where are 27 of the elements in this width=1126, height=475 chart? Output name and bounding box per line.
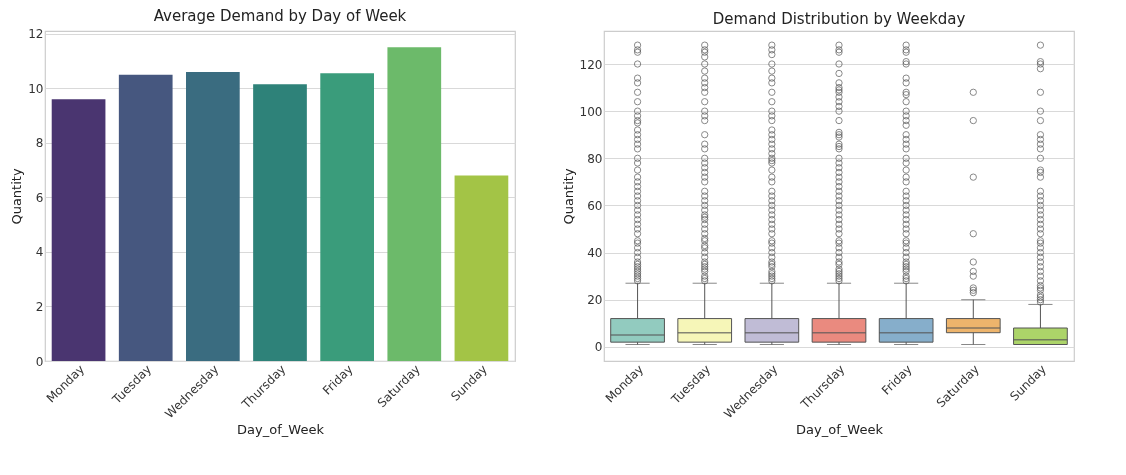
chart-title: Demand Distribution by Weekday bbox=[712, 10, 966, 28]
bar bbox=[118, 74, 173, 361]
y-tick-label: 10 bbox=[28, 81, 44, 96]
y-tick-label: 8 bbox=[35, 136, 44, 151]
bar bbox=[186, 71, 240, 361]
y-tick-label: 12 bbox=[28, 27, 44, 42]
y-tick-label: 20 bbox=[587, 293, 603, 308]
y-tick-label: 0 bbox=[35, 354, 44, 369]
chart-title: Average Demand by Day of Week bbox=[153, 6, 407, 25]
x-axis-title: Day_of_Week bbox=[796, 422, 884, 438]
y-tick-label: 4 bbox=[35, 245, 44, 260]
y-tick-label: 100 bbox=[579, 104, 603, 119]
y-tick-label: 6 bbox=[35, 190, 44, 205]
bar bbox=[320, 73, 374, 361]
y-tick-label: 2 bbox=[35, 299, 44, 314]
bar bbox=[454, 175, 509, 361]
y-tick-label: 40 bbox=[587, 246, 603, 261]
y-axis-title: Quantity bbox=[560, 168, 576, 225]
bar bbox=[387, 47, 442, 361]
y-tick-label: 80 bbox=[587, 151, 603, 166]
y-tick-label: 120 bbox=[579, 57, 603, 72]
y-tick-label: 60 bbox=[587, 198, 603, 213]
bar bbox=[51, 99, 106, 361]
y-tick-label: 0 bbox=[594, 340, 603, 355]
bar bbox=[253, 84, 307, 361]
y-axis-title: Quantity bbox=[9, 168, 25, 225]
x-axis-title: Day_of_Week bbox=[237, 422, 325, 438]
